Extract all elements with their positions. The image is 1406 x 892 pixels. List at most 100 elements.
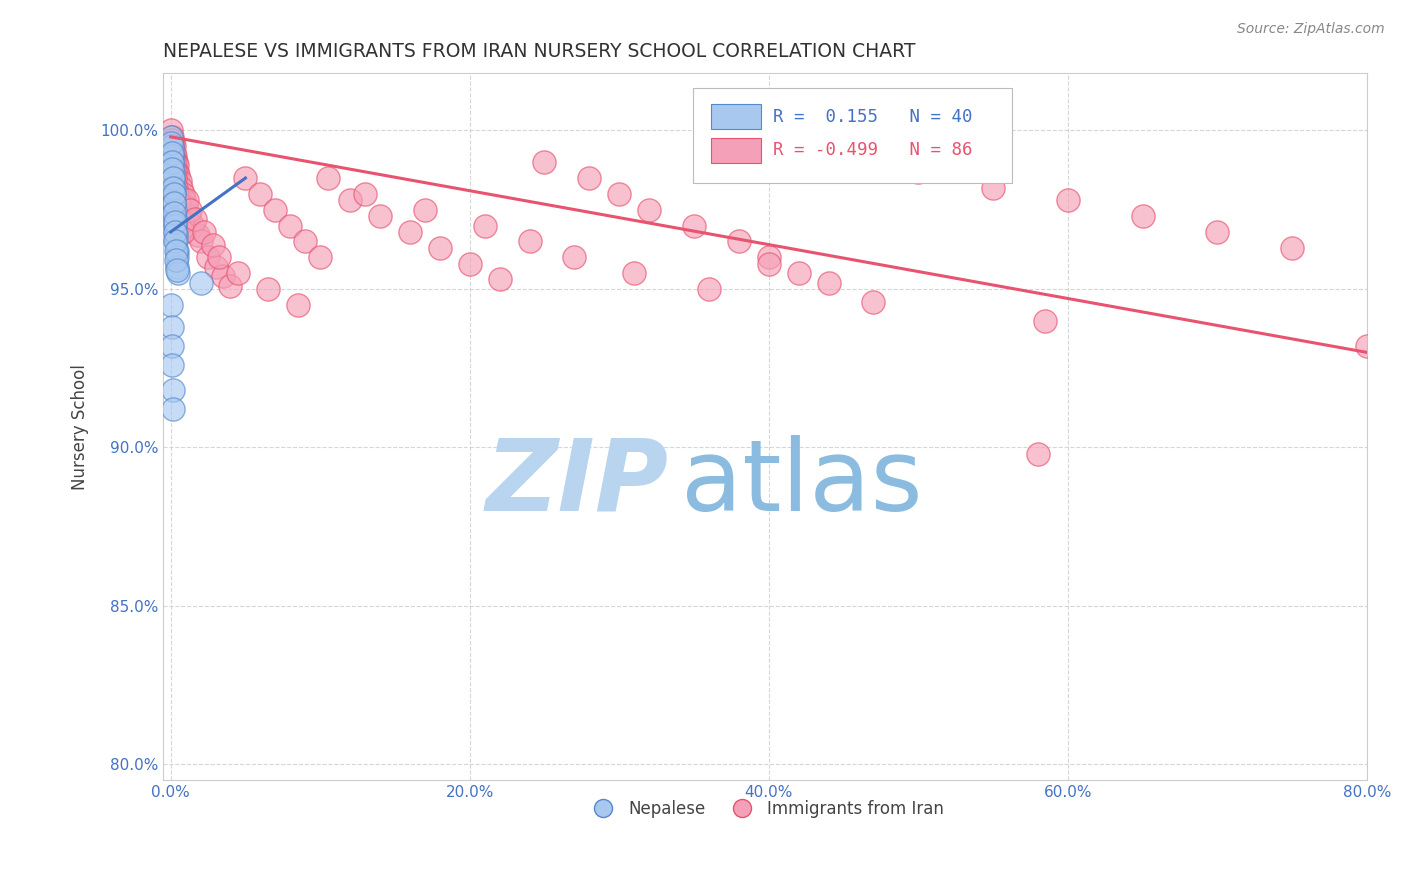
Point [166, 164, 188, 178]
Point [316, 171, 339, 186]
Point [160, 139, 183, 153]
Point [166, 244, 188, 258]
Text: atlas: atlas [681, 435, 922, 532]
Text: R =  0.155   N = 40: R = 0.155 N = 40 [773, 108, 973, 126]
Point [162, 171, 184, 186]
Point [187, 228, 209, 243]
Point [162, 149, 184, 163]
Point [160, 145, 183, 160]
Point [368, 209, 391, 223]
Point [163, 145, 186, 160]
Point [160, 155, 183, 169]
Point [1281, 241, 1303, 255]
Point [163, 180, 186, 194]
Point [162, 358, 184, 372]
Point [607, 186, 630, 201]
Point [278, 219, 301, 233]
Point [170, 180, 193, 194]
FancyBboxPatch shape [693, 87, 1012, 183]
Point [169, 174, 191, 188]
Point [458, 257, 481, 271]
Point [862, 294, 884, 309]
Point [638, 202, 661, 217]
Point [683, 219, 706, 233]
Text: NEPALESE VS IMMIGRANTS FROM IRAN NURSERY SCHOOL CORRELATION CHART: NEPALESE VS IMMIGRANTS FROM IRAN NURSERY… [163, 42, 915, 61]
Point [163, 186, 186, 201]
Point [207, 250, 229, 264]
Point [160, 129, 183, 144]
Point [179, 202, 201, 217]
Point [173, 193, 195, 207]
Point [181, 219, 204, 233]
Point [488, 272, 510, 286]
Point [165, 149, 187, 163]
Point [162, 402, 184, 417]
Point [429, 241, 451, 255]
Point [817, 276, 839, 290]
Point [162, 139, 184, 153]
Point [183, 212, 205, 227]
Point [877, 155, 900, 169]
Text: Source: ZipAtlas.com: Source: ZipAtlas.com [1237, 22, 1385, 37]
Legend: Nepalese, Immigrants from Iran: Nepalese, Immigrants from Iran [579, 794, 950, 825]
Point [190, 235, 212, 249]
Point [1026, 447, 1049, 461]
Point [163, 202, 186, 217]
Point [787, 266, 810, 280]
Point [727, 235, 749, 249]
Point [160, 133, 183, 147]
Point [165, 235, 187, 249]
Point [264, 202, 287, 217]
Point [160, 149, 183, 163]
Point [160, 298, 183, 312]
Point [1355, 339, 1378, 353]
Point [165, 244, 187, 258]
Point [162, 164, 184, 178]
Point [165, 171, 187, 186]
Point [160, 339, 183, 353]
Point [339, 193, 361, 207]
Point [1132, 209, 1154, 223]
Point [354, 186, 377, 201]
Point [162, 384, 184, 398]
Point [413, 202, 436, 217]
Point [166, 250, 188, 264]
Point [564, 250, 586, 264]
Point [165, 253, 187, 268]
Point [163, 186, 186, 201]
Point [474, 219, 496, 233]
Point [165, 228, 187, 243]
Point [166, 158, 188, 172]
Point [167, 266, 190, 280]
Point [519, 235, 541, 249]
Point [177, 209, 200, 223]
FancyBboxPatch shape [711, 137, 762, 163]
Point [197, 250, 219, 264]
Point [578, 171, 600, 186]
Point [162, 180, 184, 194]
Point [167, 168, 190, 182]
Point [160, 136, 183, 150]
Point [172, 225, 194, 239]
Point [907, 164, 929, 178]
Point [166, 263, 188, 277]
Point [165, 219, 187, 233]
Point [832, 145, 855, 160]
Point [162, 171, 184, 186]
Point [162, 161, 184, 176]
Point [163, 206, 186, 220]
Point [167, 196, 190, 211]
Point [162, 136, 184, 150]
Point [309, 250, 332, 264]
Point [257, 282, 280, 296]
Point [174, 200, 197, 214]
Point [1056, 193, 1078, 207]
Point [212, 269, 235, 284]
Point [176, 193, 198, 207]
Point [758, 257, 780, 271]
Point [190, 276, 212, 290]
Point [165, 235, 187, 249]
Point [160, 129, 183, 144]
Text: ZIP: ZIP [485, 435, 669, 532]
Point [160, 123, 183, 137]
